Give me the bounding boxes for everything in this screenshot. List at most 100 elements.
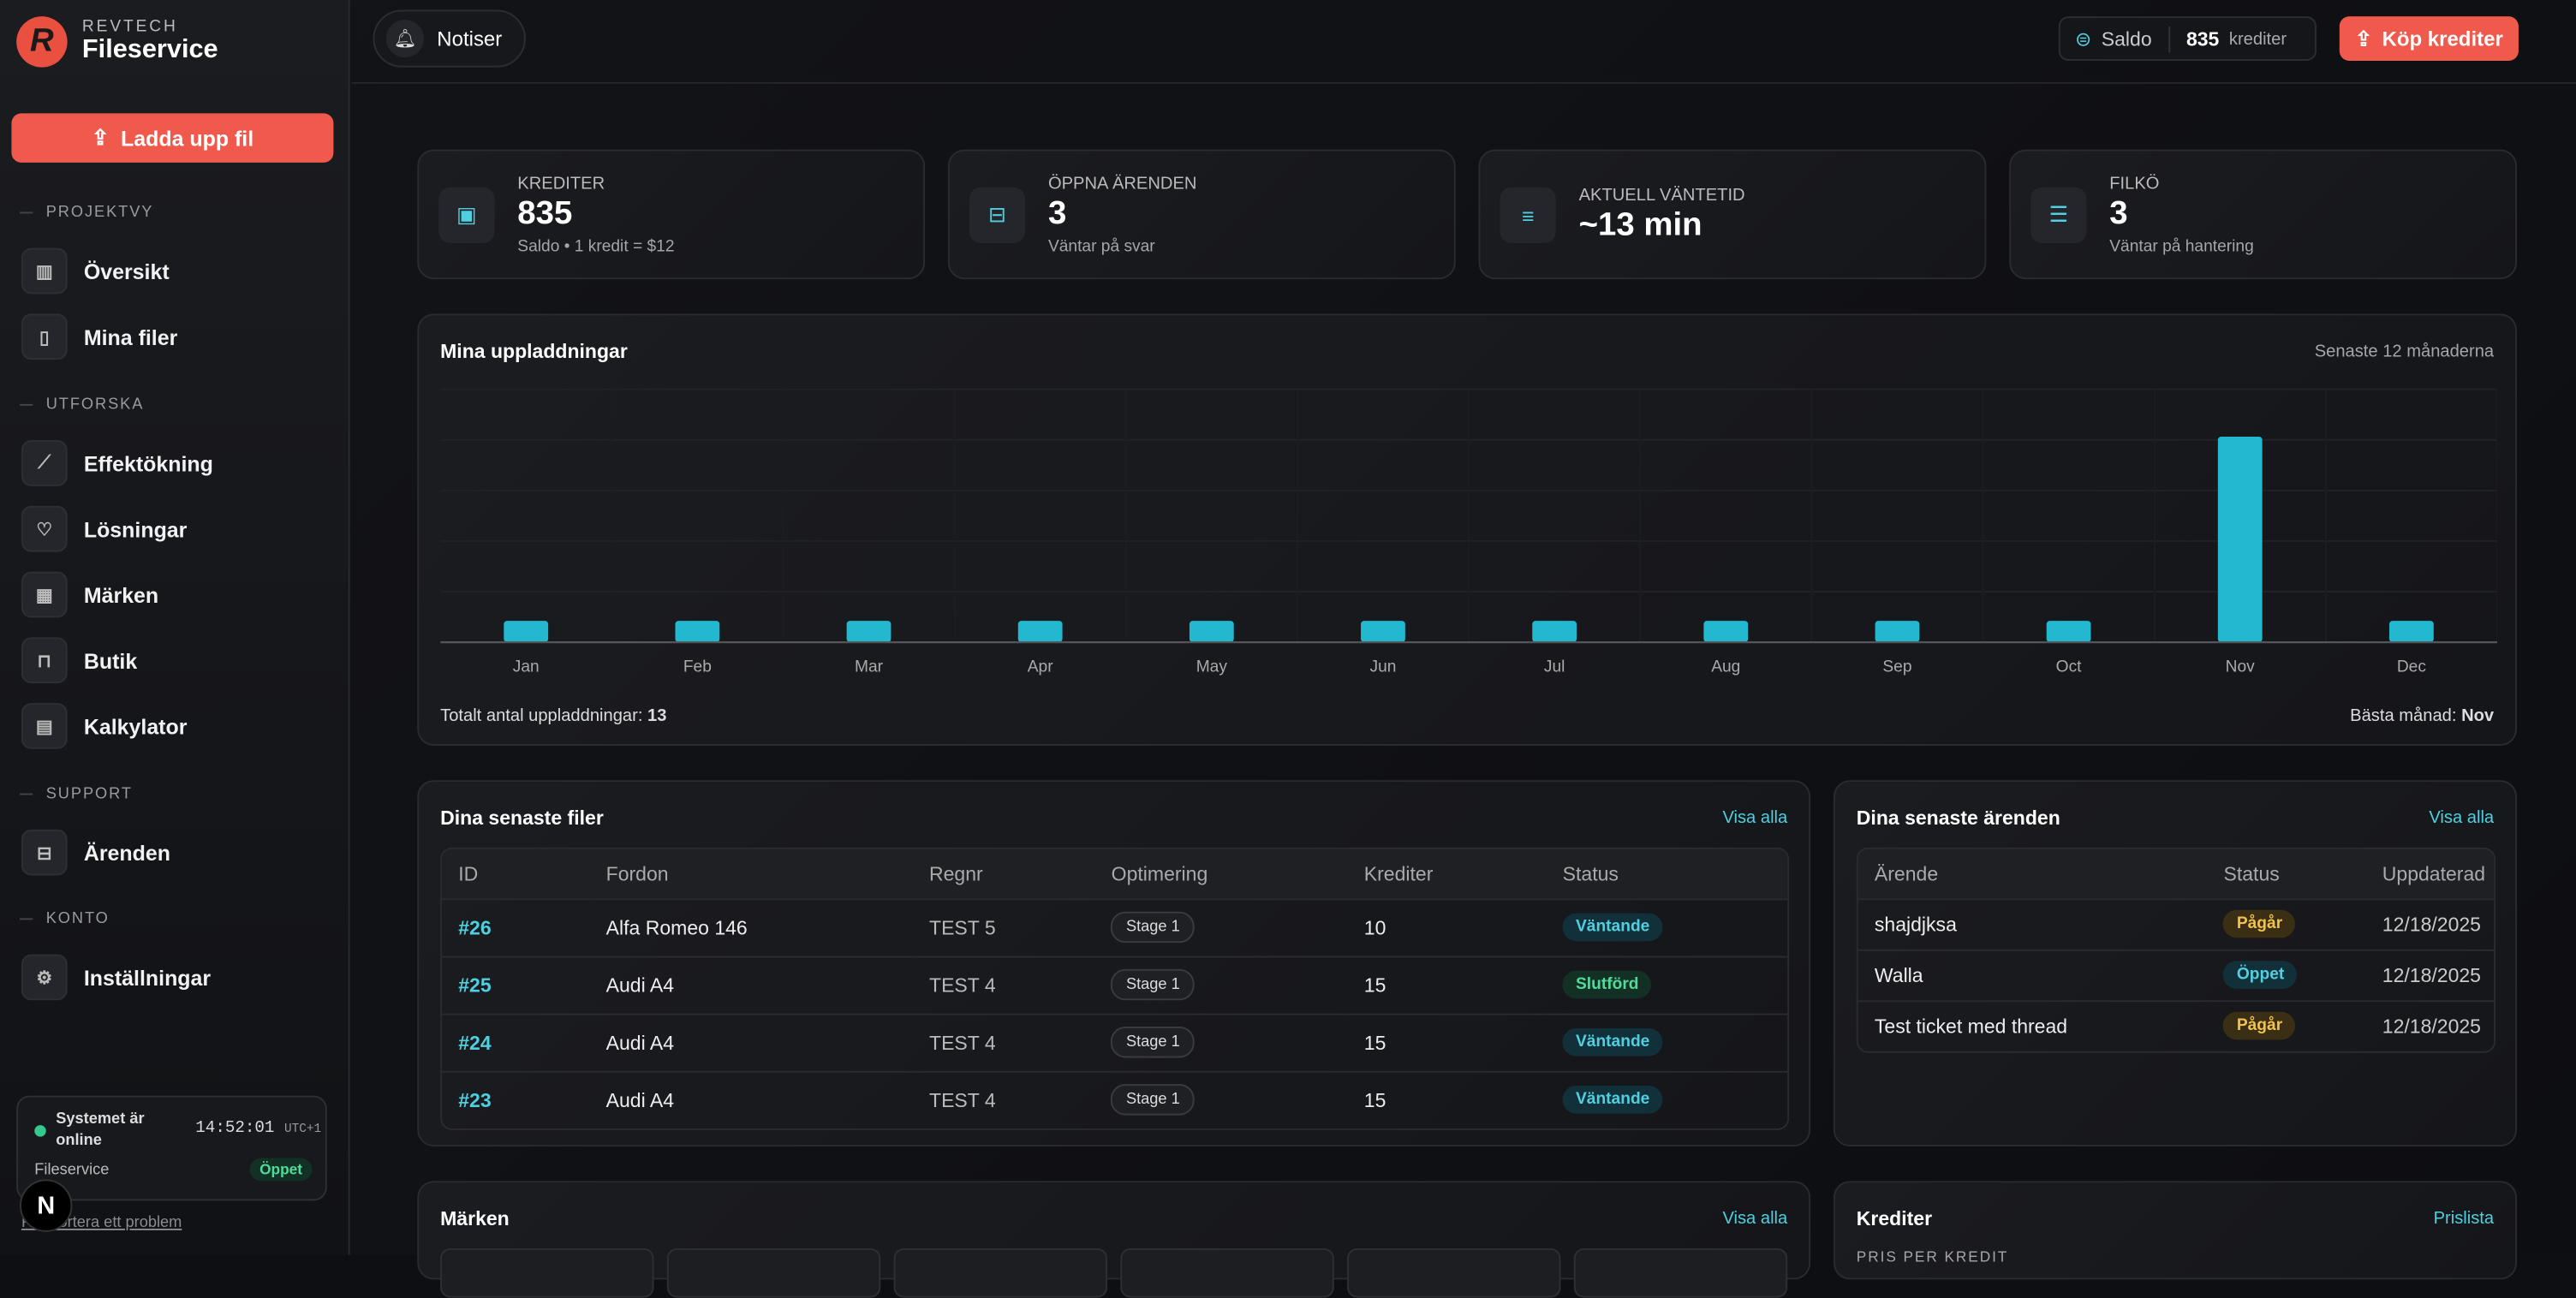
- table-row[interactable]: #25 Audi A4 TEST 4 Stage 1 15 Slutförd: [442, 955, 1788, 1014]
- x-tick-label: Nov: [2226, 658, 2256, 676]
- notifications-button[interactable]: 🔔︎ Notiser: [373, 9, 526, 68]
- notifications-label: Notiser: [437, 27, 503, 51]
- brands-view-all-link[interactable]: Visa alla: [1722, 1208, 1788, 1229]
- brand-tile[interactable]: [1120, 1247, 1334, 1298]
- uploads-chart-card: Mina uppladdningar Senaste 12 månaderna …: [417, 313, 2517, 746]
- bar-Feb[interactable]: [675, 621, 720, 643]
- credits: 15: [1347, 1012, 1547, 1071]
- tickets-title: Dina senaste ärenden: [1856, 806, 2060, 830]
- balance-label: Saldo: [2101, 27, 2152, 51]
- nav-item-label: Butik: [83, 647, 138, 673]
- vehicle: Audi A4: [589, 1012, 913, 1071]
- ticket-icon: ⊟: [969, 187, 1026, 243]
- brand-tile[interactable]: [1573, 1247, 1788, 1298]
- nav-item[interactable]: ▯ Mina filer: [21, 312, 333, 361]
- price-list-link[interactable]: Prislista: [2433, 1208, 2495, 1229]
- status-line1: Systemet är: [56, 1110, 145, 1128]
- brand-top: REVTECH: [81, 18, 178, 37]
- column-header: Uppdaterad: [2365, 848, 2495, 899]
- nav-item[interactable]: ▥ Översikt: [21, 247, 333, 296]
- table-row[interactable]: Walla Öppet 12/18/2025: [1857, 948, 2495, 1001]
- bar-Jun[interactable]: [1361, 621, 1405, 643]
- nav-section-title: PROJEKTVY: [20, 204, 153, 222]
- nav-item[interactable]: ⚙ Inställningar: [21, 953, 333, 1003]
- nav-item[interactable]: ⊓ Butik: [21, 635, 333, 685]
- brand-tile[interactable]: [666, 1247, 881, 1298]
- service-badge: Öppet: [249, 1158, 313, 1182]
- x-tick-label: Aug: [1711, 658, 1740, 676]
- vehicle: Alfa Romeo 146: [589, 897, 913, 956]
- next-dev-badge[interactable]: N: [20, 1179, 73, 1232]
- logo[interactable]: R: [16, 16, 68, 68]
- nav-item[interactable]: ▤ Kalkylator: [21, 701, 333, 751]
- credits: 15: [1347, 1069, 1547, 1128]
- tickets-view-all-link[interactable]: Visa alla: [2429, 807, 2495, 828]
- upload-icon: ⇪: [2354, 27, 2373, 51]
- optimization-cell: Stage 1: [1094, 897, 1348, 956]
- updated-date: 12/18/2025: [2365, 948, 2495, 1001]
- bar-May[interactable]: [1189, 621, 1234, 643]
- table-row[interactable]: #24 Audi A4 TEST 4 Stage 1 15 Väntande: [442, 1012, 1788, 1071]
- stat-card: ☰ FILKÖ 3 Väntar på hantering: [2009, 149, 2517, 280]
- bar-Mar[interactable]: [846, 621, 891, 643]
- stat-value: 3: [2109, 195, 2128, 232]
- table-row[interactable]: #26 Alfa Romeo 146 TEST 5 Stage 1 10 Vän…: [442, 897, 1788, 956]
- nav-item-label: Översikt: [83, 259, 170, 283]
- ticket-subject[interactable]: Test ticket med thread: [1857, 999, 2208, 1051]
- ticket-subject[interactable]: Walla: [1857, 948, 2208, 1001]
- stat-sub: Saldo • 1 kredit = $12: [517, 238, 675, 257]
- status-line2: online: [56, 1131, 102, 1150]
- nav-item[interactable]: ▦ Märken: [21, 570, 333, 620]
- nav-item[interactable]: ⊟ Ärenden: [21, 828, 333, 878]
- bar-Nov[interactable]: [2217, 437, 2263, 643]
- balance-value: 835: [2185, 27, 2220, 51]
- file-id[interactable]: #25: [442, 955, 590, 1014]
- brand-tile[interactable]: [1347, 1247, 1561, 1298]
- column-header: Regnr: [912, 848, 1095, 899]
- bar-Jan[interactable]: [504, 621, 549, 643]
- nav-item-label: Effektökning: [83, 450, 213, 476]
- upload-file-button[interactable]: ⇪ Ladda upp fil: [11, 113, 334, 163]
- brand-tile[interactable]: [440, 1247, 654, 1298]
- ticket-subject[interactable]: shajdjksa: [1857, 897, 2208, 950]
- table-row[interactable]: #23 Audi A4 TEST 4 Stage 1 15 Väntande: [442, 1069, 1788, 1128]
- brand-tile[interactable]: [893, 1247, 1108, 1298]
- status-badge: Väntande: [1562, 1086, 1663, 1115]
- clock-time: 14:52:01: [195, 1120, 275, 1139]
- buy-label: Köp krediter: [2382, 27, 2503, 51]
- stat-card: ≡ AKTUELL VÄNTETID ~13 min: [1478, 149, 1987, 280]
- stat-sub: Väntar på hantering: [2109, 238, 2254, 257]
- optimization-cell: Stage 1: [1094, 1012, 1348, 1071]
- status-badge: Slutförd: [1562, 970, 1652, 999]
- file-id[interactable]: #26: [442, 897, 590, 956]
- app: R REVTECH Fileservice ⇪ Ladda upp fil PRO…: [0, 0, 2576, 1255]
- nav-section-title: SUPPORT: [20, 785, 133, 803]
- buy-credits-button[interactable]: ⇪ Köp krediter: [2339, 16, 2519, 61]
- status-cell: Pågår: [2207, 999, 2366, 1051]
- bar-Aug[interactable]: [1703, 621, 1749, 643]
- reg-number: TEST 4: [912, 1012, 1095, 1071]
- nav-item[interactable]: ♡ Lösningar: [21, 504, 333, 554]
- nav-section-title: KONTO: [20, 910, 110, 928]
- optimization-badge: Stage 1: [1111, 1027, 1196, 1058]
- files-view-all-link[interactable]: Visa alla: [1722, 807, 1788, 828]
- file-id[interactable]: #24: [442, 1012, 590, 1071]
- column-header: Optimering: [1094, 848, 1348, 899]
- table-row[interactable]: shajdjksa Pågår 12/18/2025: [1857, 897, 2495, 950]
- bar-Jul[interactable]: [1532, 621, 1577, 643]
- total-uploads: Totalt antal uppladdningar: 13: [440, 706, 666, 726]
- bar-Apr[interactable]: [1017, 621, 1063, 643]
- file-id[interactable]: #23: [442, 1069, 590, 1128]
- table-row[interactable]: Test ticket med thread Pågår 12/18/2025: [1857, 999, 2495, 1051]
- bar-Dec[interactable]: [2388, 621, 2434, 643]
- gear-icon: ⚙: [21, 954, 68, 1001]
- system-status-card: Systemet är online 14:52:01 UTC+1 Fileser…: [16, 1095, 327, 1201]
- chart-range: Senaste 12 månaderna: [2314, 342, 2495, 362]
- stat-label: KREDITER: [517, 174, 605, 194]
- column-header: Fordon: [589, 848, 913, 899]
- nav-item[interactable]: ⟋ Effektökning: [21, 438, 333, 488]
- column-header: ID: [442, 848, 590, 899]
- bar-Sep[interactable]: [1875, 621, 1920, 643]
- nav-item-label: Märken: [83, 582, 159, 607]
- bar-Oct[interactable]: [2046, 621, 2091, 643]
